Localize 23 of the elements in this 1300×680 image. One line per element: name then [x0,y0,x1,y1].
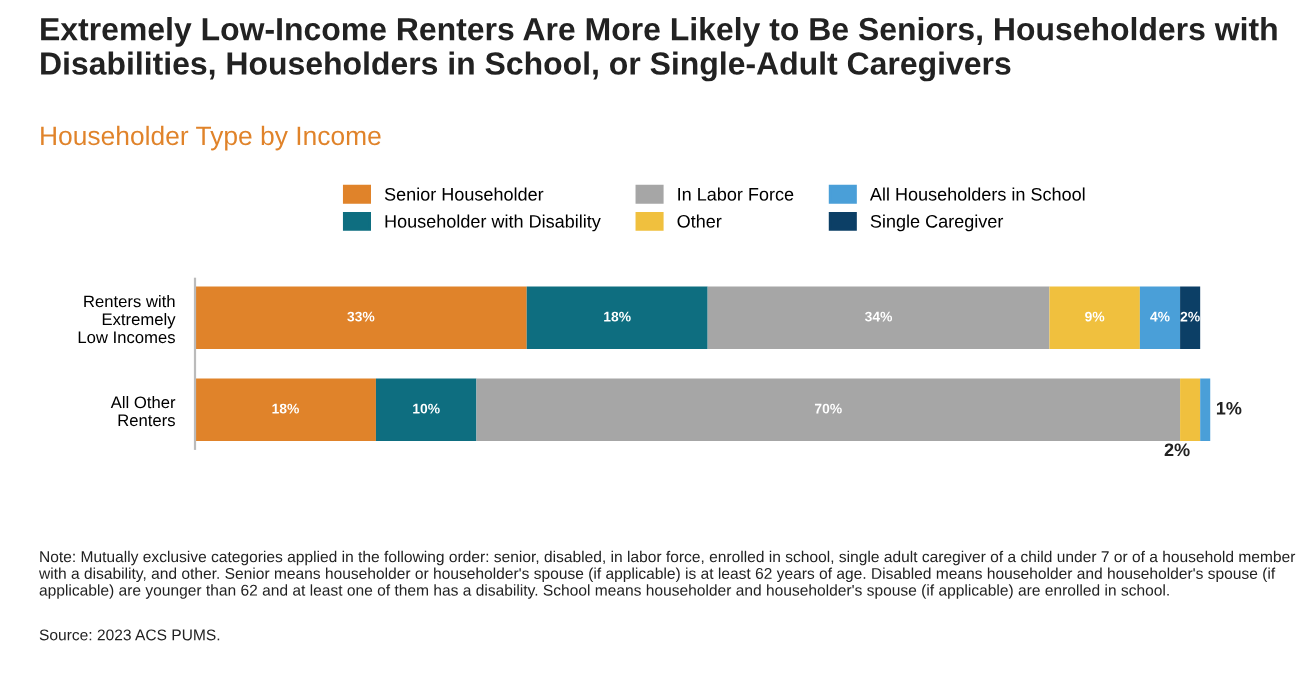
bar [707,286,1050,350]
bar [1200,378,1211,442]
legend-label: Senior Householder [384,187,544,201]
y-tick-label: Renters with Extremely Low Incomes [78,295,176,344]
bar [1139,286,1181,350]
bar [195,286,527,350]
bar [1180,286,1201,350]
legend-label: All Householders in School [869,187,1085,201]
legend-label: Householder with Disability [385,214,601,232]
bar [476,378,1181,442]
bar [375,378,477,442]
y-tick-label: All Other Renters [110,395,176,427]
chart-subtitle: Householder Type by Income [41,125,381,151]
bar [195,378,376,442]
bar [1049,286,1140,350]
chart-title: Extremely Low-Income Renters Are More Likely to Be Seniors, Householders with Disabilities, Householders in School, or Single-Adult Caregivers [41,17,1277,82]
legend-label: Other [677,214,722,228]
data-label: 1% [1216,401,1242,415]
bar [1180,378,1201,442]
legend-label: In Labor Force [678,187,794,201]
legend-label: Single Caregiver [870,214,1004,232]
data-label: 2% [1164,443,1190,457]
bar [526,286,708,350]
